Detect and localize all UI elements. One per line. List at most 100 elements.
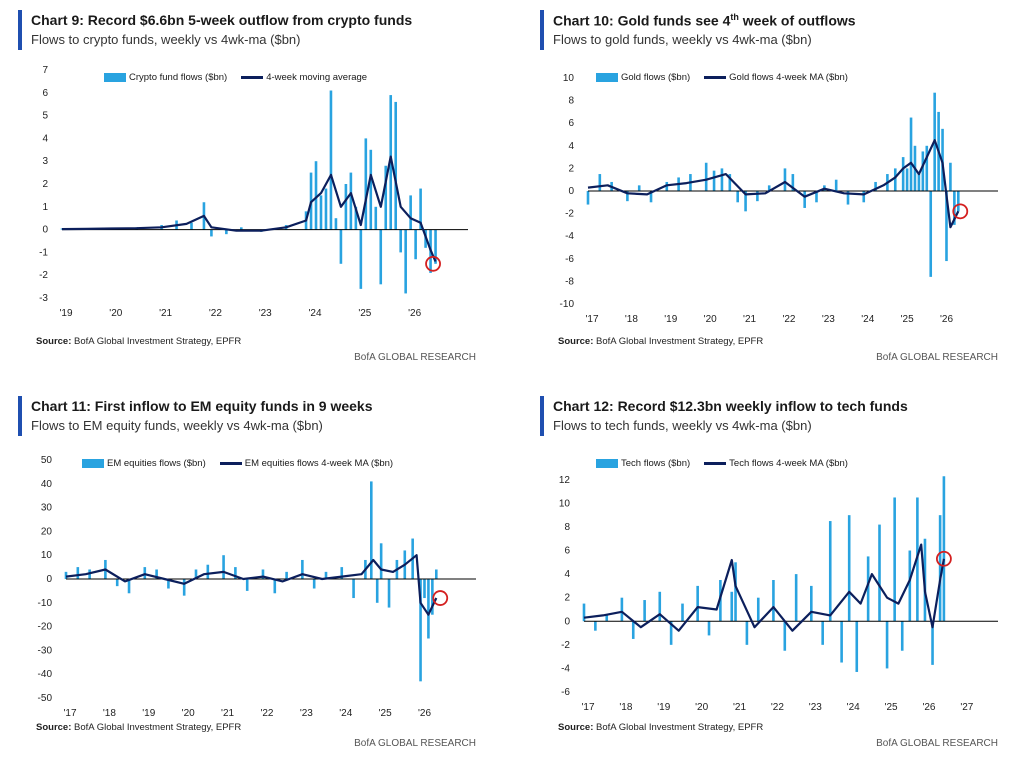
bar [414,229,417,260]
bar [681,603,684,622]
bar [344,184,348,230]
chart-title: Chart 12: Record $12.3bn weekly inflow t… [553,398,908,414]
source-text: BofA Global Investment Strategy, EPFR [593,722,764,733]
bar [435,569,438,579]
bar [855,621,859,672]
bar [791,174,795,191]
bar [658,591,662,622]
legend-bar-swatch [596,459,618,468]
chart-12-panel: Chart 12: Record $12.3bn weekly inflow t… [540,394,1020,774]
bar [901,157,905,191]
bar [359,229,363,289]
y-tick-label: 20 [41,526,53,537]
bar [643,600,646,622]
bar [874,181,877,191]
source-text: BofA Global Investment Strategy, EPFR [71,336,242,347]
chart-title: Chart 11: First inflow to EM equity fund… [31,398,373,414]
bar [329,90,333,230]
bar [696,585,699,622]
x-tick-label: '26 [922,702,935,713]
bar [379,543,383,579]
legend-line-swatch [219,462,242,465]
legend-item-line: EM equities flows 4-week MA ($bn) [219,458,394,469]
legend-label: Tech flows 4-week MA ($bn) [729,458,848,469]
source-text: BofA Global Investment Strategy, EPFR [593,336,764,347]
bar [225,229,228,235]
bar [620,597,624,622]
x-tick-label: '19 [657,702,670,713]
bar [730,591,734,622]
x-tick-label: '24 [861,314,874,325]
bar [893,168,897,191]
bar [637,185,641,191]
bar [772,580,775,622]
bar [900,621,904,651]
bar [115,579,119,587]
y-tick-label: -20 [38,622,53,633]
chart-10-plot: 10 8 6 4 2 0 -2 -4 -6 -8 -10 '17 '18 '19 '20 '21 '22 '23 '… [560,73,998,325]
x-tick-label: '21 [221,708,234,719]
bar [847,515,851,622]
bar [917,174,921,191]
legend-label: Gold flows ($bn) [621,72,691,83]
y-tick-label: -30 [38,645,53,656]
bar [756,597,760,622]
bar [846,191,850,205]
bar [190,222,193,230]
y-tick-label: 8 [564,522,570,533]
bar [626,191,629,202]
brand-footer: BofA GLOBAL RESEARCH [354,738,476,749]
bar [334,218,338,230]
chart-legend: Tech flows ($bn) Tech flows 4-week MA ($… [596,458,848,469]
bar [594,621,597,631]
y-tick-label: 10 [41,550,53,561]
chart-title-tail: week of outflows [738,12,856,29]
chart-legend: EM equities flows ($bn) EM equities flow… [82,458,393,469]
x-tick-label: '22 [782,314,795,325]
bar [423,579,426,599]
legend-item-line: 4-week moving average [241,72,367,83]
x-tick-label: '23 [259,308,272,319]
highlight-circle [952,203,969,220]
moving-average-line [65,554,438,616]
legend-item-bars: Crypto fund flows ($bn) [104,72,227,83]
chart-subtitle: Flows to tech funds, weekly vs 4wk-ma ($… [553,418,812,433]
bar [409,195,412,230]
chart-subtitle: Flows to EM equity funds, weekly vs 4wk-… [31,418,323,433]
chart-source: Source: BofA Global Investment Strategy,… [36,722,241,733]
y-tick-label: 7 [42,65,48,76]
y-tick-label: -2 [565,209,574,220]
x-tick-label: '20 [109,308,122,319]
bar [364,138,368,230]
bar [744,191,747,212]
legend-line-swatch [241,76,264,79]
x-tick-label: '17 [585,314,598,325]
source-label: Source: [36,722,72,733]
bar [704,162,708,191]
highlight-circle [425,255,441,272]
bar [631,621,635,639]
bar [767,185,771,191]
chart-11-plot: 50 40 30 20 10 0 -10 -20 -30 -40 -50 '17 '18 '19 '20 '2… [38,455,476,719]
y-tick-label: -3 [39,293,48,304]
x-tick-label: '17 [63,708,76,719]
moving-average-line [583,543,945,632]
bar [210,229,213,237]
moving-average-line [61,155,437,262]
y-tick-label: 0 [42,225,48,236]
chart-source: Source: BofA Global Investment Strategy,… [558,722,763,733]
bar [878,524,881,622]
bar [273,579,277,594]
chart-subtitle: Flows to crypto funds, weekly vs 4wk-ma … [31,32,301,47]
chart-legend: Crypto fund flows ($bn) 4-week moving av… [104,72,367,83]
legend-label: EM equities flows 4-week MA ($bn) [244,458,394,469]
bar [143,567,147,579]
chart-9-plot: 7 6 5 4 3 2 1 0 -1 -2 -3 '19 '20 '21 '22 '23 '24 '25 '26 [39,65,468,319]
x-tick-label: '21 [743,314,756,325]
highlight-circle [432,590,449,606]
x-tick-label: '24 [847,702,860,713]
bar [669,621,673,645]
bar [598,174,602,191]
bar [815,191,818,203]
bar [957,191,960,212]
